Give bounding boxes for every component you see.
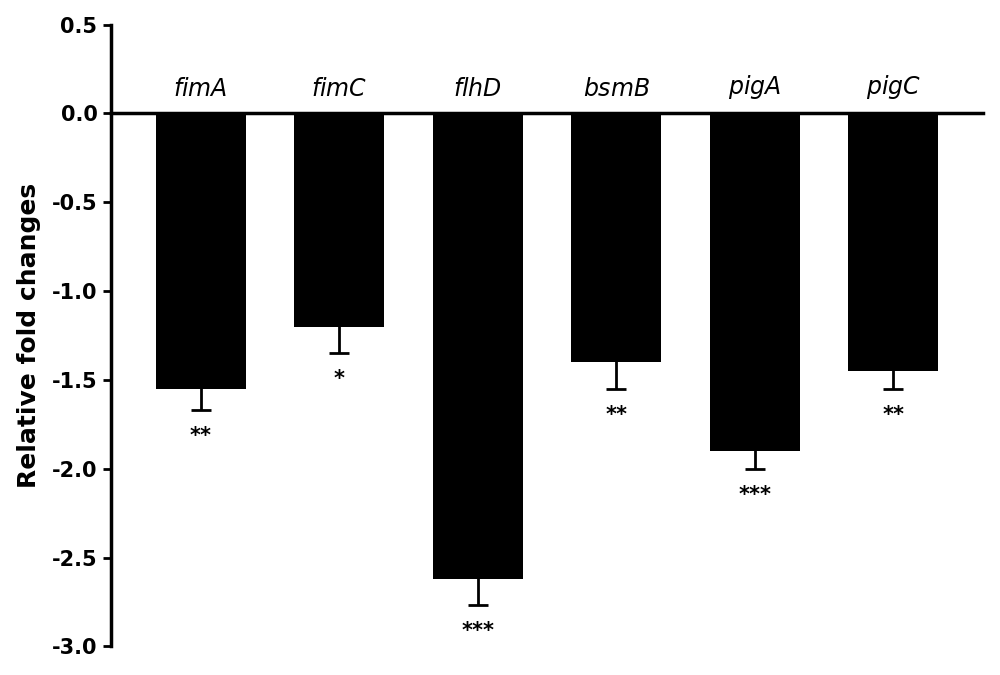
Bar [848, 113, 938, 371]
Text: $\bf{\it{flhD}}$: $\bf{\it{flhD}}$ [453, 77, 502, 101]
Text: **: ** [190, 426, 212, 446]
Text: $\bf{\it{pigA}}$: $\bf{\it{pigA}}$ [728, 73, 781, 101]
Text: $\bf{\it{bsmB}}$: $\bf{\it{bsmB}}$ [583, 77, 650, 101]
Text: $\bf{\it{fimA}}$: $\bf{\it{fimA}}$ [173, 77, 228, 101]
Text: **: ** [882, 405, 904, 425]
Text: ***: *** [738, 485, 771, 505]
Bar [156, 113, 246, 389]
Bar [294, 113, 384, 327]
Text: ***: *** [461, 622, 494, 641]
Y-axis label: Relative fold changes: Relative fold changes [17, 183, 41, 488]
Bar [433, 113, 523, 579]
Text: *: * [334, 369, 345, 389]
Bar [571, 113, 661, 362]
Text: **: ** [605, 405, 627, 425]
Text: $\bf{\it{pigC}}$: $\bf{\it{pigC}}$ [866, 73, 921, 101]
Text: $\bf{\it{fimC}}$: $\bf{\it{fimC}}$ [311, 77, 367, 101]
Bar [710, 113, 800, 451]
